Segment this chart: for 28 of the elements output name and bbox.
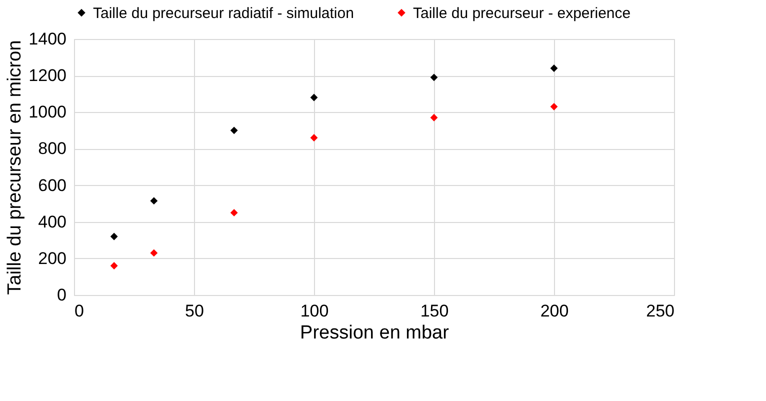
x-tick-label: 100	[300, 302, 329, 320]
x-axis-title: Pression en mbar	[300, 322, 450, 344]
x-tick-label: 0	[74, 302, 84, 320]
x-tick-label: 150	[420, 302, 449, 320]
point	[430, 74, 438, 82]
x-tick-label: 200	[540, 302, 569, 320]
y-axis-title: Taille du precurseur en micron	[4, 40, 26, 295]
legend-label: Taille du precurseur radiatif - simulation	[93, 4, 354, 22]
point	[550, 102, 558, 110]
y-tick-label: 800	[38, 139, 66, 158]
point	[310, 94, 318, 102]
x-tick-label: 250	[646, 302, 674, 320]
y-tick-label: 600	[38, 176, 66, 195]
point	[230, 209, 238, 216]
point	[230, 126, 238, 134]
point	[110, 232, 118, 240]
point	[110, 262, 118, 270]
y-tick-label: 200	[38, 248, 66, 268]
point	[150, 249, 158, 257]
y-tick-label: 1000	[28, 102, 66, 122]
point	[430, 114, 438, 122]
x-tick-label: 50	[185, 302, 204, 320]
y-tick-label: 1400	[28, 30, 66, 48]
legend-label: Taille du precurseur - experience	[413, 4, 631, 22]
y-tick-label: 0	[57, 286, 66, 304]
y-tick-label: 400	[38, 212, 66, 232]
point	[150, 197, 158, 205]
y-tick-label: 1200	[28, 66, 66, 86]
